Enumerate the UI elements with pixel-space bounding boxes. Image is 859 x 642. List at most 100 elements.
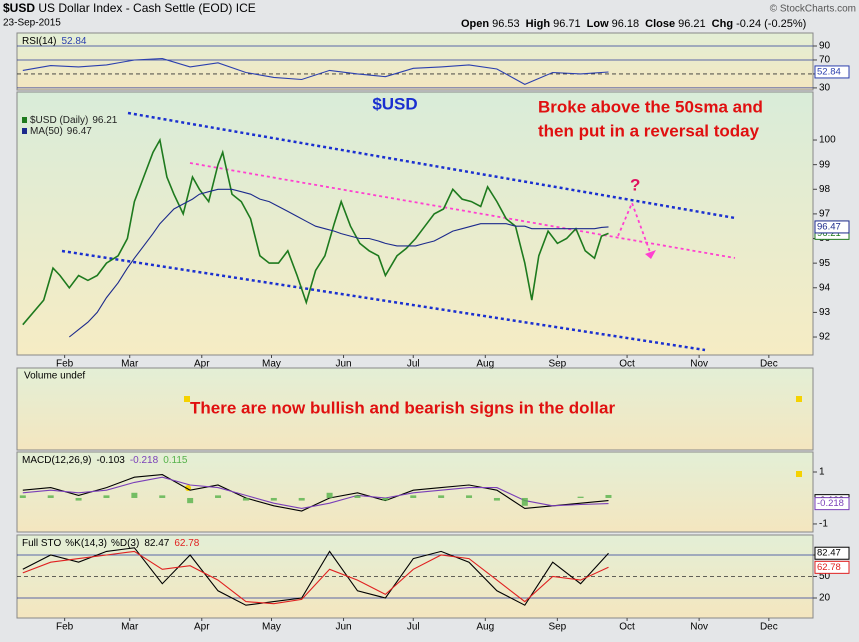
x-tick-label: Sep xyxy=(548,359,566,370)
legend: MA(50) 96.47 xyxy=(30,126,92,137)
histogram-bar xyxy=(605,494,612,498)
quote-label: Low xyxy=(587,18,609,30)
histogram-bar xyxy=(75,497,82,501)
histogram-bar xyxy=(47,495,54,498)
y-tick-label: 92 xyxy=(819,332,831,343)
y-tick-label: 97 xyxy=(819,209,831,220)
x-tick-label: Aug xyxy=(476,359,494,370)
y-tick-label: 94 xyxy=(819,282,831,293)
x-tick-label: Jun xyxy=(335,622,351,633)
annotation: There are now bullish and bearish signs … xyxy=(190,398,615,417)
legend: Full STO %K(14,3) %D(3) 82.47 62.78 xyxy=(22,538,200,549)
x-tick-label: Apr xyxy=(194,622,210,633)
x-tick-label: Nov xyxy=(690,359,708,370)
x-tick-label: Jun xyxy=(335,359,351,370)
legend: $USD (Daily) 96.21 xyxy=(30,115,118,126)
legend-swatch xyxy=(22,128,27,134)
quote-value: 96.18 xyxy=(612,18,640,30)
x-tick-label: Jul xyxy=(407,359,420,370)
value-tag-label: 62.78 xyxy=(817,562,841,573)
y-tick-label: 20 xyxy=(819,593,831,604)
value-tag xyxy=(814,65,850,79)
annotation: then put in a reversal today xyxy=(538,121,760,140)
histogram-bar xyxy=(270,497,277,501)
series-line xyxy=(68,188,609,338)
series-line xyxy=(22,474,609,512)
quote-label: High xyxy=(526,18,551,30)
annotation: ? xyxy=(630,175,640,194)
volume-panel xyxy=(16,367,814,451)
x-tick-label: Aug xyxy=(476,622,494,633)
y-tick-label: 90 xyxy=(819,41,831,52)
legend-value: -0.103 xyxy=(96,455,125,466)
legend-value: 0.115 xyxy=(163,455,188,466)
y-tick-label: 30 xyxy=(819,83,831,94)
quote-label: Open xyxy=(461,18,489,30)
price-panel xyxy=(16,91,814,356)
y-tick-label: 70 xyxy=(819,55,831,66)
legend-name: %D(3) xyxy=(111,538,139,549)
value-tag-label: 96.47 xyxy=(817,221,841,232)
x-tick-label: Mar xyxy=(121,622,139,633)
histogram-bar xyxy=(159,495,166,498)
histogram-bar xyxy=(521,497,528,506)
histogram-bar xyxy=(410,495,417,498)
histogram-bar xyxy=(103,495,110,498)
value-tag xyxy=(814,546,850,560)
series-line xyxy=(22,58,609,86)
legend-title: MACD(12,26,9) xyxy=(22,455,91,466)
histogram-bar xyxy=(298,497,305,501)
value-tag xyxy=(814,220,850,234)
quote-change: (-0.25%) xyxy=(764,18,806,30)
legend: RSI(14) 52.84 xyxy=(22,36,87,47)
legend-name: $USD (Daily) xyxy=(30,115,88,126)
histogram-bar xyxy=(131,492,138,498)
legend: MACD(12,26,9) -0.103 -0.218 0.115 xyxy=(22,455,188,466)
x-tick-label: Jul xyxy=(407,622,420,633)
marker xyxy=(796,396,802,402)
quote-value: 96.71 xyxy=(553,18,581,30)
y-tick-label: -1 xyxy=(819,519,828,530)
legend-value: 82.47 xyxy=(144,538,169,549)
arrow-head xyxy=(645,250,656,259)
rsi-panel xyxy=(16,32,814,91)
sto-panel xyxy=(16,534,814,619)
x-tick-label: Oct xyxy=(619,622,635,633)
y-tick-label: 50 xyxy=(819,571,831,582)
series-line xyxy=(22,550,609,605)
y-tick-label: 98 xyxy=(819,184,831,195)
histogram-bar xyxy=(382,497,389,501)
legend-name: %K(14,3) xyxy=(65,538,107,549)
x-tick-label: Sep xyxy=(548,622,566,633)
marker xyxy=(796,471,802,477)
quote-value: 96.21 xyxy=(678,18,706,30)
legend-name: RSI(14) xyxy=(22,36,56,47)
legend-swatch xyxy=(22,117,27,123)
quote: Open 96.53 High 96.71 Low 96.18 Close 96.21 Chg -… xyxy=(461,18,806,30)
histogram-bar xyxy=(577,496,584,498)
symbol-label: $USD xyxy=(372,94,417,113)
x-tick-label: May xyxy=(262,622,281,633)
legend-value: 96.47 xyxy=(67,126,92,137)
value-tag-label: 82.47 xyxy=(817,548,841,559)
x-tick-label: Feb xyxy=(56,622,74,633)
annotation: Broke above the 50sma and xyxy=(538,97,763,116)
legend-value: 62.78 xyxy=(174,538,199,549)
histogram-bar xyxy=(466,495,473,498)
macd-panel xyxy=(16,451,814,533)
x-tick-label: Apr xyxy=(194,359,210,370)
legend-value: -0.218 xyxy=(130,455,159,466)
histogram-bar xyxy=(354,495,361,498)
value-tag-label: -0.218 xyxy=(817,498,844,509)
histogram-bar xyxy=(242,497,249,501)
value-tag-label: 52.84 xyxy=(817,66,841,77)
legend-title: Full STO xyxy=(22,538,61,549)
marker xyxy=(184,396,190,402)
histogram-bar xyxy=(215,495,222,498)
legend-value: 52.84 xyxy=(61,36,86,47)
panel-title: Volume undef xyxy=(24,371,85,382)
quote-label: Chg xyxy=(712,18,733,30)
header-date: 23-Sep-2015 xyxy=(3,18,61,29)
x-tick-label: Mar xyxy=(121,359,139,370)
quote-value: -0.24 xyxy=(736,18,761,30)
